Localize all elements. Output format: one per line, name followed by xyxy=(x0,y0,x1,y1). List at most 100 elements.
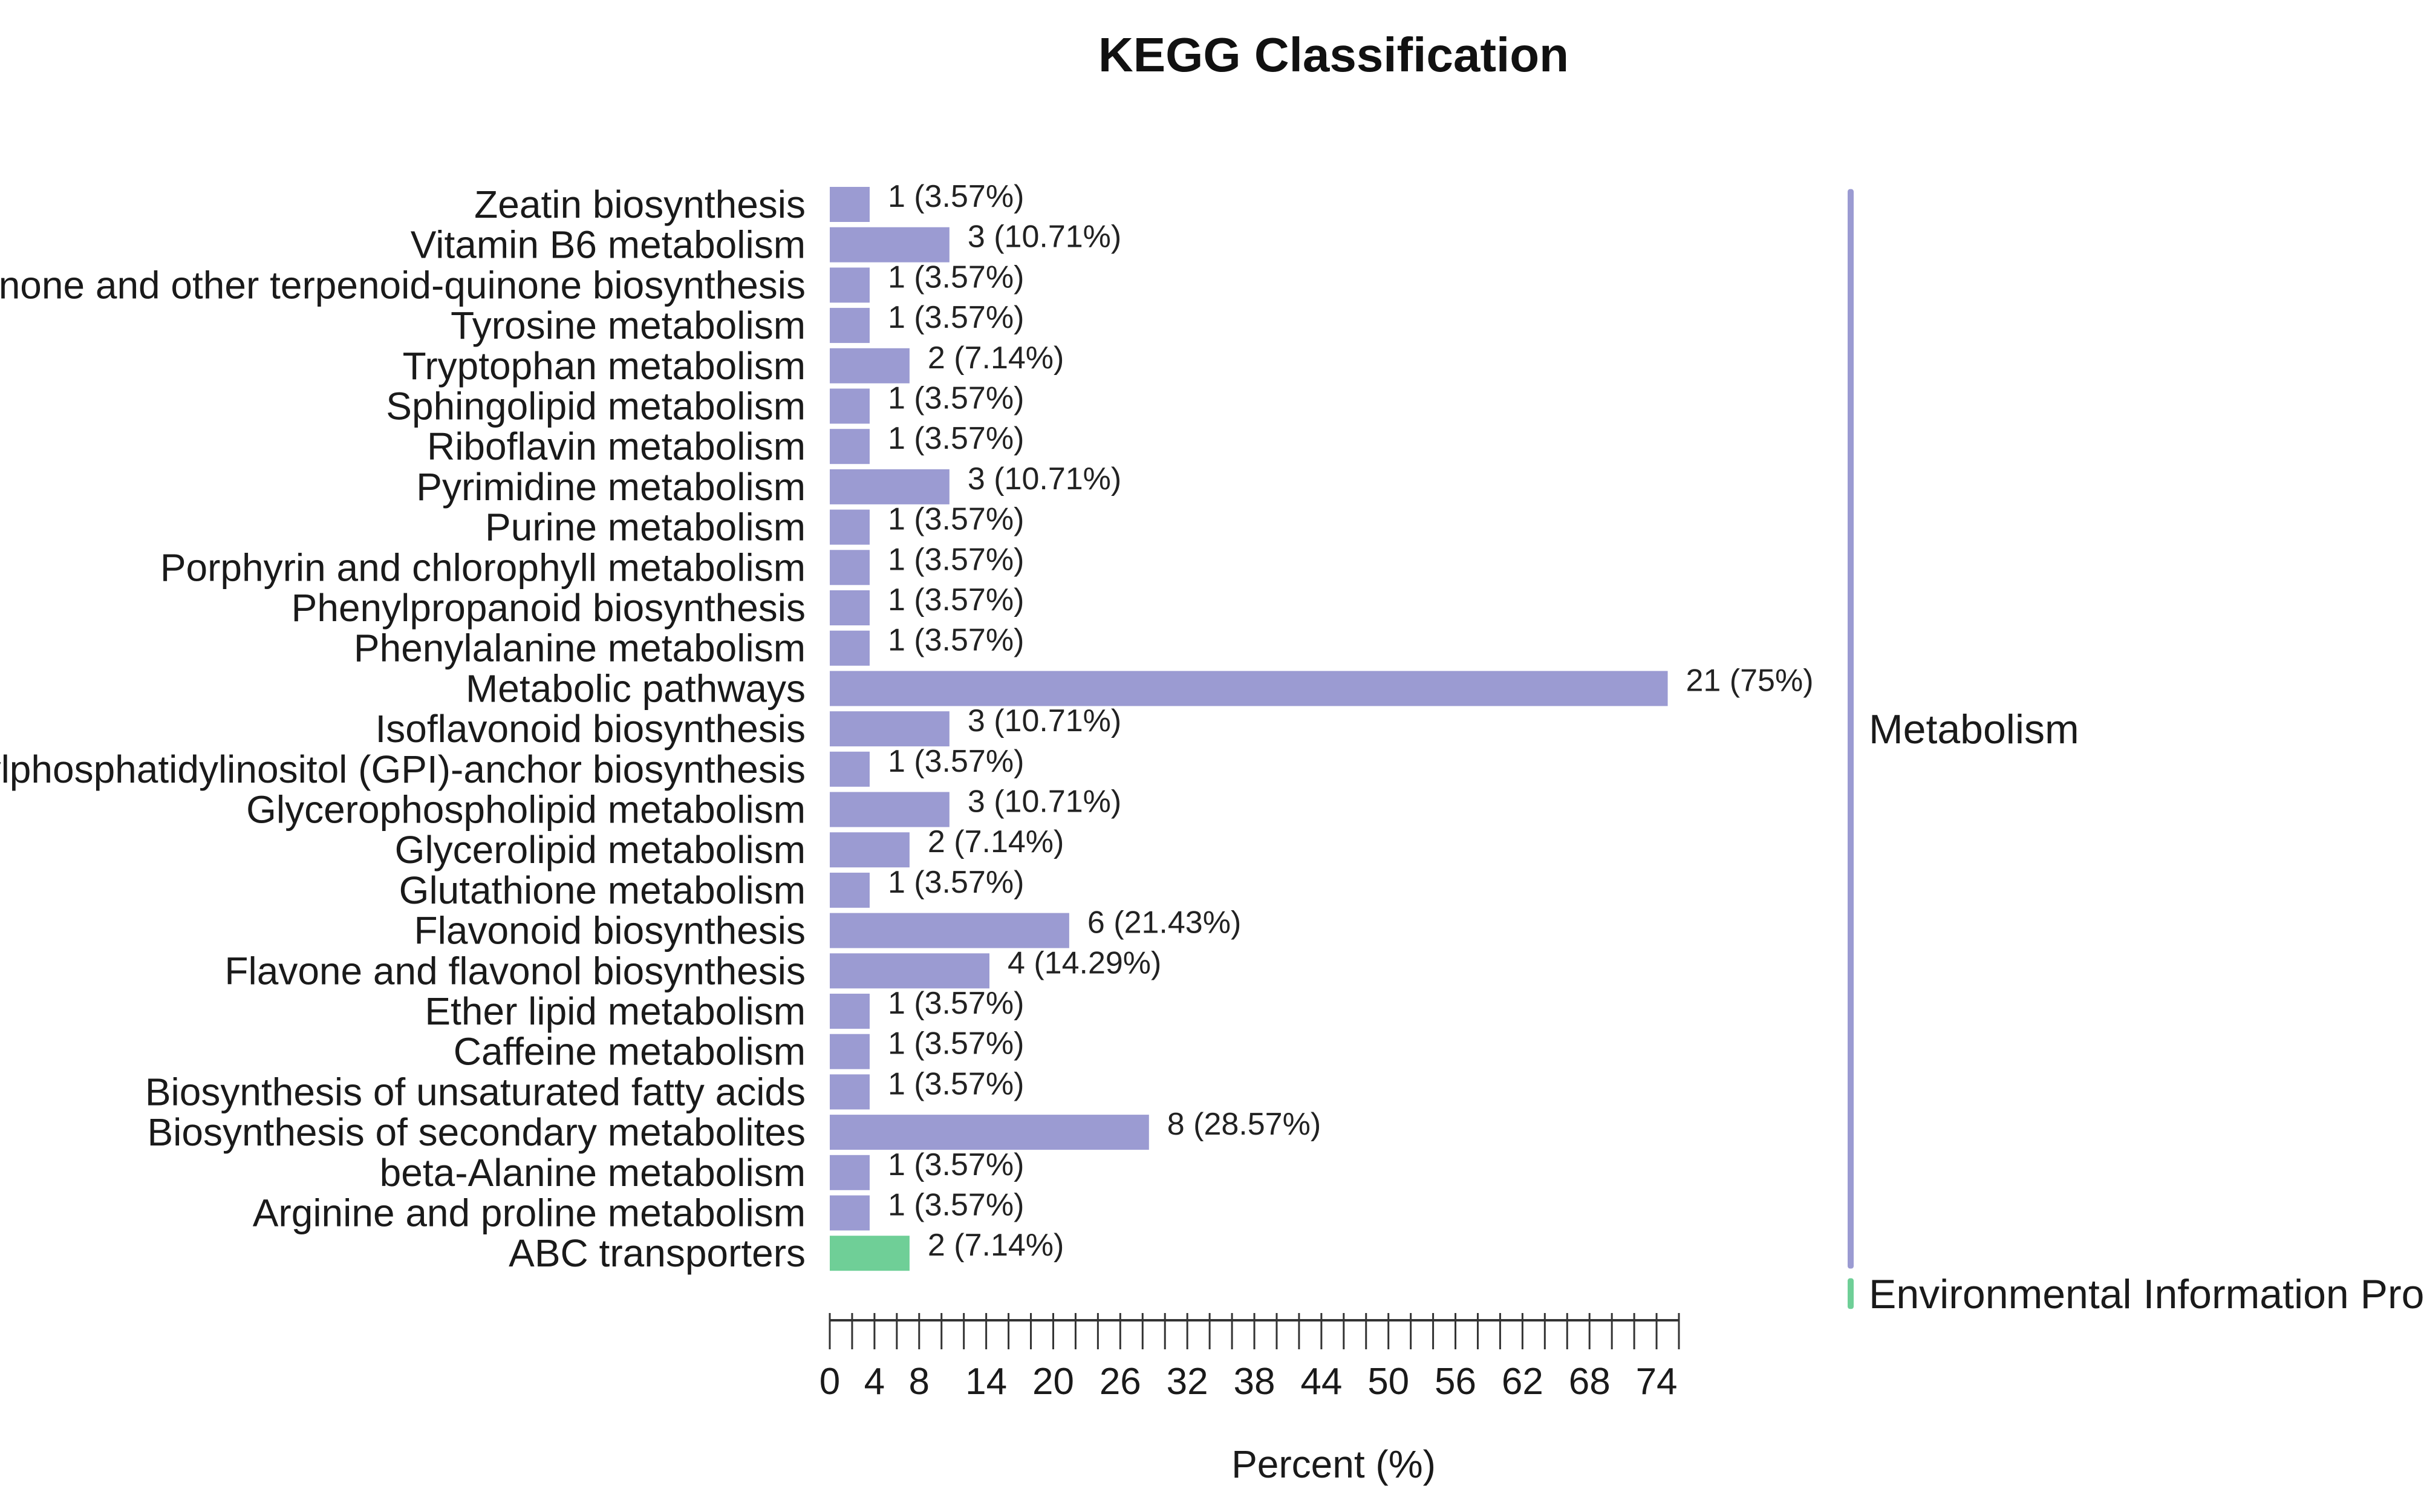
bar xyxy=(830,227,950,262)
bar-value-label: 1 (3.57%) xyxy=(888,1188,1024,1223)
bar xyxy=(830,913,1069,948)
bar xyxy=(830,671,1668,706)
category-label: Flavonoid biosynthesis xyxy=(414,909,806,953)
bar-value-label: 1 (3.57%) xyxy=(888,582,1024,618)
bar xyxy=(830,187,870,222)
x-tick-label: 38 xyxy=(1234,1361,1276,1403)
bar-row: Metabolic pathways 21 (75%) xyxy=(466,663,1814,710)
bar-row: Purine metabolism 1 (3.57%) xyxy=(485,502,1024,549)
bar-row: Biosynthesis of secondary metabolites 8 (… xyxy=(147,1107,1321,1154)
bar xyxy=(830,590,870,625)
bar-row: Sphingolipid metabolism 1 (3.57%) xyxy=(386,381,1024,428)
bar-row: Glycerolipid metabolism 2 (7.14%) xyxy=(395,824,1064,872)
bar-value-label: 6 (21.43%) xyxy=(1087,905,1241,940)
bar xyxy=(830,429,870,464)
bar-row: beta-Alanine metabolism 1 (3.57%) xyxy=(380,1147,1025,1194)
category-label: Phenylpropanoid biosynthesis xyxy=(292,586,806,630)
bar xyxy=(830,1115,1149,1150)
x-tick-label: 44 xyxy=(1300,1361,1342,1403)
bar-value-label: 2 (7.14%) xyxy=(928,341,1064,376)
bar-row: Glycerophospholipid metabolism 3 (10.71%) xyxy=(246,784,1121,832)
bar xyxy=(830,751,870,787)
bar-value-label: 1 (3.57%) xyxy=(888,1026,1024,1061)
category-label: Flavone and flavonol biosynthesis xyxy=(224,949,806,992)
bar-value-label: 21 (75%) xyxy=(1686,663,1814,698)
category-label: Arginine and proline metabolism xyxy=(253,1191,806,1235)
bar-row: Riboflavin metabolism 1 (3.57%) xyxy=(427,421,1024,468)
group-label: Metabolism xyxy=(1869,706,2079,752)
group-bracket xyxy=(1848,189,1854,1269)
category-label: Tyrosine metabolism xyxy=(451,304,806,347)
bar-value-label: 4 (14.29%) xyxy=(1008,945,1161,980)
category-label: Sphingolipid metabolism xyxy=(386,385,806,428)
bar-row: ABC transporters 2 (7.14%) xyxy=(509,1228,1064,1275)
bar-row: Phenylalanine metabolism 1 (3.57%) xyxy=(354,623,1024,670)
bar-row: Zeatin biosynthesis 1 (3.57%) xyxy=(474,179,1024,226)
bar-value-label: 2 (7.14%) xyxy=(928,1228,1064,1263)
x-tick-label: 26 xyxy=(1100,1361,1141,1403)
category-label: Ether lipid metabolism xyxy=(425,989,806,1033)
bar xyxy=(830,348,910,383)
bar-value-label: 1 (3.57%) xyxy=(888,1147,1024,1182)
bar-value-label: 1 (3.57%) xyxy=(888,986,1024,1021)
bar-row: Flavonoid biosynthesis 6 (21.43%) xyxy=(414,905,1242,953)
bar-row: Glutathione metabolism 1 (3.57%) xyxy=(399,865,1025,912)
x-axis: 0 4 8 14 20 26 32 38 44 50 56 62 68 74 xyxy=(819,1313,1680,1403)
bar xyxy=(830,832,910,868)
bar xyxy=(830,550,870,585)
bar-value-label: 1 (3.57%) xyxy=(888,1066,1024,1101)
x-tick-label: 8 xyxy=(909,1361,930,1403)
bar-value-label: 3 (10.71%) xyxy=(968,784,1121,820)
category-label: Vitamin B6 metabolism xyxy=(411,223,806,267)
bar xyxy=(830,711,950,747)
category-label: Phenylalanine metabolism xyxy=(354,627,806,670)
category-label: Biosynthesis of secondary metabolites xyxy=(147,1110,806,1154)
bar xyxy=(830,1155,870,1190)
bar-value-label: 1 (3.57%) xyxy=(888,744,1024,779)
bar-value-label: 1 (3.57%) xyxy=(888,421,1024,456)
category-label: Glutathione metabolism xyxy=(399,868,806,912)
x-tick-label: 56 xyxy=(1435,1361,1476,1403)
x-tick-label: 0 xyxy=(819,1361,840,1403)
x-tick-label: 74 xyxy=(1636,1361,1678,1403)
group-bracket xyxy=(1848,1278,1854,1309)
x-tick-label: 68 xyxy=(1569,1361,1611,1403)
group-label: Environmental Information Processing xyxy=(1869,1271,2424,1317)
category-label: Biosynthesis of unsaturated fatty acids xyxy=(145,1070,806,1113)
category-label: beta-Alanine metabolism xyxy=(380,1151,806,1194)
bar xyxy=(830,388,870,424)
bar-row: Pyrimidine metabolism 3 (10.71%) xyxy=(416,461,1121,509)
bar xyxy=(830,872,870,908)
category-label: Ubiquinone and other terpenoid-quinone b… xyxy=(0,263,806,307)
bar-row: Caffeine metabolism 1 (3.57%) xyxy=(454,1026,1025,1074)
bar-row: Ether lipid metabolism 1 (3.57%) xyxy=(425,986,1024,1033)
bars-layer: Zeatin biosynthesis 1 (3.57%)Vitamin B6 m… xyxy=(0,179,1814,1275)
bar-row: Glycosylphosphatidylinositol (GPI)-ancho… xyxy=(0,744,1024,791)
bar xyxy=(830,509,870,545)
bar xyxy=(830,1195,870,1231)
group-brackets: Metabolism Environmental Information Proc… xyxy=(1848,189,2424,1317)
bar-value-label: 1 (3.57%) xyxy=(888,542,1024,577)
category-label: Tryptophan metabolism xyxy=(403,344,806,388)
category-label: Isoflavonoid biosynthesis xyxy=(375,707,806,751)
x-tick-label: 14 xyxy=(965,1361,1007,1403)
x-tick-label: 32 xyxy=(1167,1361,1208,1403)
category-label: Porphyrin and chlorophyll metabolism xyxy=(160,546,806,589)
bar xyxy=(830,308,870,344)
x-axis-title: Percent (%) xyxy=(1231,1442,1436,1486)
bar-row: Ubiquinone and other terpenoid-quinone b… xyxy=(0,259,1024,307)
bar-row: Biosynthesis of unsaturated fatty acids 1… xyxy=(145,1066,1025,1113)
category-label: Caffeine metabolism xyxy=(454,1030,806,1074)
category-label: Glycosylphosphatidylinositol (GPI)-ancho… xyxy=(0,748,806,791)
bar-value-label: 3 (10.71%) xyxy=(968,461,1121,497)
bar xyxy=(830,792,950,827)
bar-row: Phenylpropanoid biosynthesis 1 (3.57%) xyxy=(292,582,1025,630)
bar-value-label: 1 (3.57%) xyxy=(888,300,1024,335)
bar-row: Flavone and flavonol biosynthesis 4 (14.2… xyxy=(224,945,1161,992)
bar-row: Vitamin B6 metabolism 3 (10.71%) xyxy=(411,220,1122,267)
bar-value-label: 1 (3.57%) xyxy=(888,381,1024,416)
chart-title: KEGG Classification xyxy=(1098,28,1569,82)
category-label: Glycerophospholipid metabolism xyxy=(246,788,806,832)
bar-row: Tryptophan metabolism 2 (7.14%) xyxy=(403,341,1064,388)
